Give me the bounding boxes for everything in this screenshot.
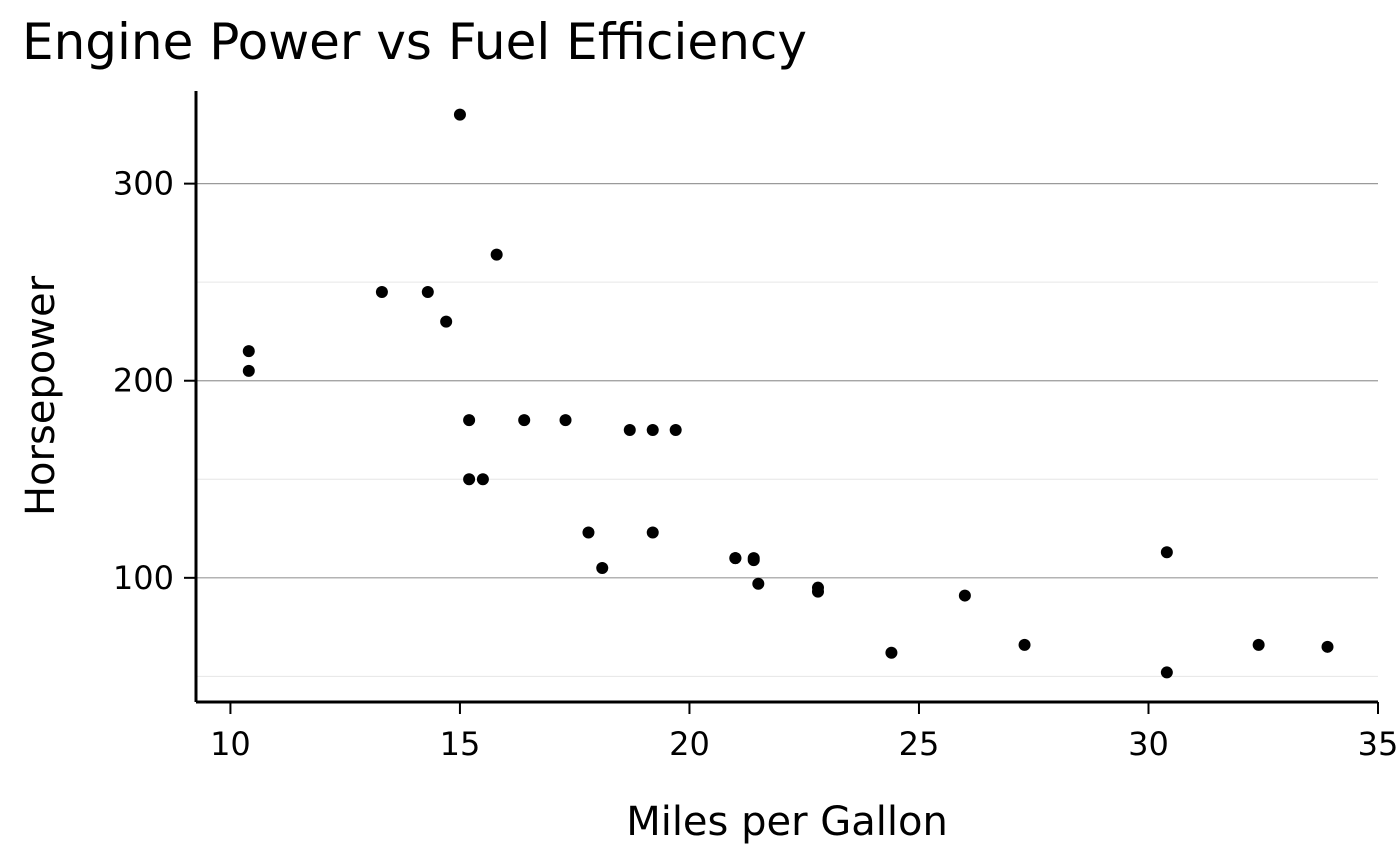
data-point [1160,546,1173,559]
data-point [242,364,255,377]
data-point [669,424,682,437]
data-point [646,424,659,437]
data-point [440,315,453,328]
data-point [463,473,476,486]
data-point [518,414,531,427]
data-point [1252,638,1265,651]
data-point [242,345,255,358]
x-axis-title: Miles per Gallon [626,799,948,845]
data-point [1160,666,1173,679]
data-point [375,286,388,299]
data-point [596,561,609,574]
data-points [242,108,1334,679]
data-point [582,526,595,539]
data-point [1321,640,1334,653]
data-point [1018,638,1031,651]
x-tick-label: 30 [1128,725,1169,763]
data-point [747,554,760,567]
x-tick-label: 25 [899,725,940,763]
x-tick-label: 15 [440,725,481,763]
x-tick-label: 35 [1358,725,1399,763]
y-axis-ticks: 100 200 300 [113,165,196,597]
data-point [490,248,503,261]
data-point [453,108,466,121]
data-point [463,414,476,427]
chart-title: Engine Power vs Fuel Efficiency [22,13,807,71]
x-axis-ticks: 10 15 20 25 30 35 [210,702,1398,763]
axes [194,91,1378,704]
data-point [885,646,898,659]
data-point [958,589,971,602]
data-point [646,526,659,539]
data-point [559,414,572,427]
grid-lines [196,183,1378,677]
data-point [476,473,489,486]
y-tick-label: 100 [113,559,174,597]
data-point [729,552,742,565]
data-point [623,424,636,437]
y-axis-title: Horsepower [18,275,64,516]
data-point [752,577,765,590]
data-point [421,286,434,299]
x-tick-label: 20 [669,725,710,763]
y-tick-label: 200 [113,362,174,400]
data-point [811,581,824,594]
x-tick-label: 10 [210,725,251,763]
y-tick-label: 300 [113,165,174,203]
